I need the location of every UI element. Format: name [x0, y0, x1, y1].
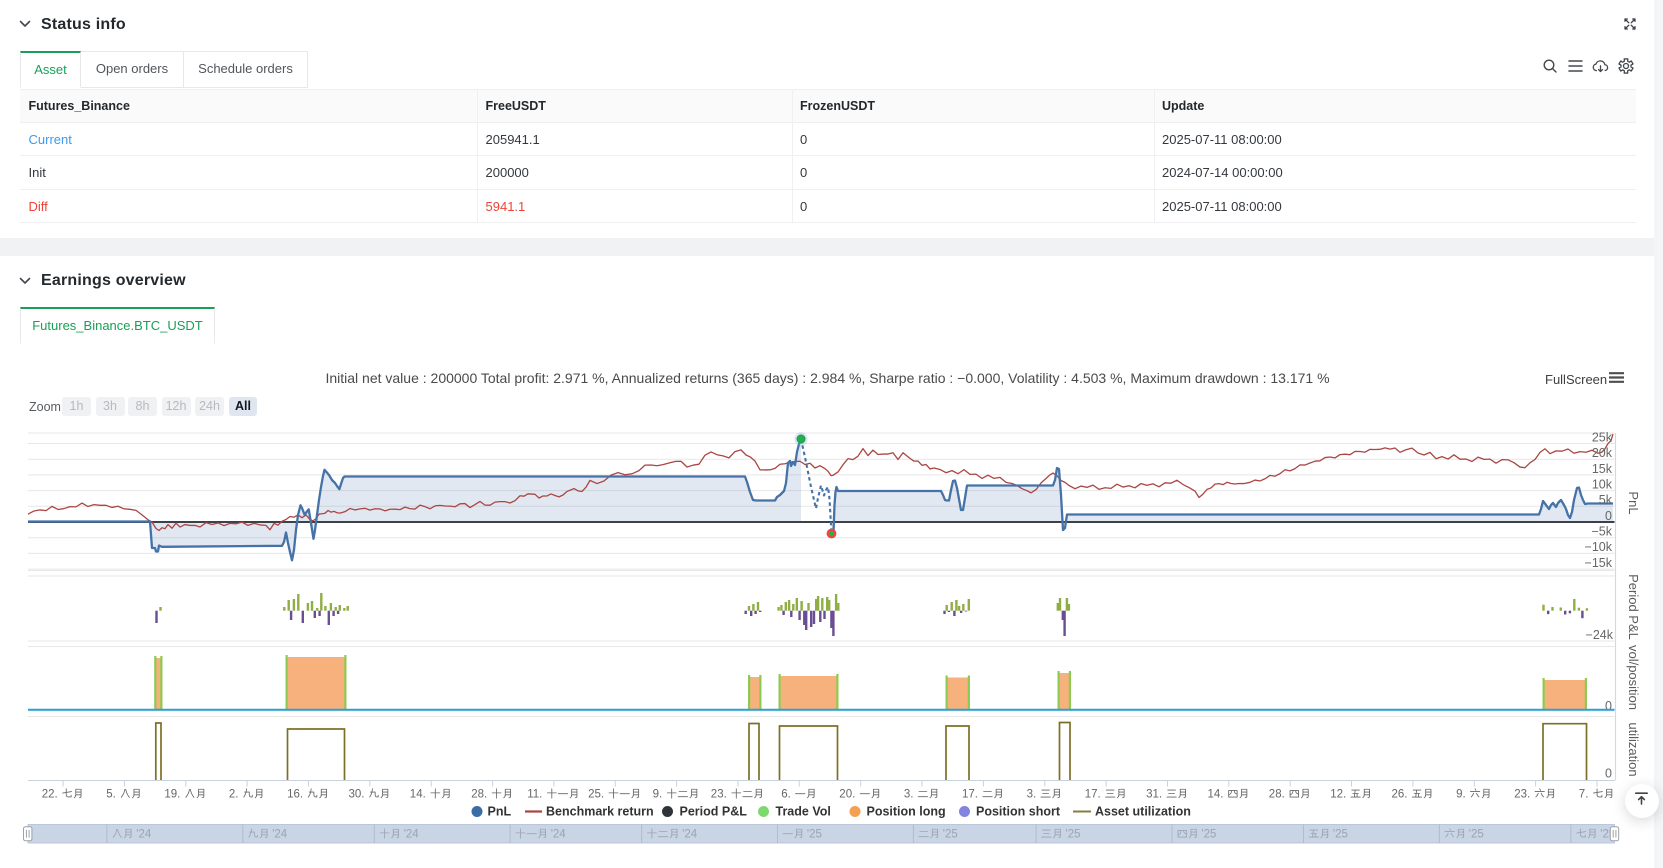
- svg-text:'25: '25: [943, 828, 958, 840]
- svg-text:5.: 5.: [106, 788, 116, 800]
- svg-text:3.: 3.: [1027, 788, 1037, 800]
- svg-text:5k: 5k: [1599, 493, 1613, 507]
- svg-text:12.: 12.: [1330, 788, 1346, 800]
- svg-text:'24: '24: [404, 828, 420, 840]
- svg-text:11.: 11.: [527, 788, 542, 800]
- svg-text:3.: 3.: [904, 788, 914, 800]
- svg-text:'24: '24: [136, 828, 152, 840]
- svg-text:23.: 23.: [711, 788, 727, 800]
- svg-text:−15k: −15k: [1585, 556, 1613, 570]
- svg-text:26.: 26.: [1392, 788, 1408, 800]
- svg-text:7.: 7.: [1579, 788, 1589, 800]
- svg-text:0: 0: [1605, 699, 1612, 713]
- svg-text:0: 0: [1605, 509, 1612, 523]
- svg-text:2.: 2.: [229, 788, 239, 800]
- svg-text:Position short: Position short: [976, 805, 1061, 819]
- svg-text:'25: '25: [1469, 828, 1484, 840]
- svg-text:17.: 17.: [1085, 788, 1101, 800]
- svg-text:23.: 23.: [1514, 788, 1530, 800]
- svg-text:20k: 20k: [1592, 446, 1613, 460]
- svg-text:−5k: −5k: [1591, 525, 1612, 539]
- svg-text:'25: '25: [1066, 828, 1081, 840]
- svg-text:17.: 17.: [962, 788, 978, 800]
- svg-text:Period P&L: Period P&L: [1626, 574, 1641, 640]
- svg-text:PnL: PnL: [488, 805, 512, 819]
- svg-text:'25: '25: [807, 828, 822, 840]
- svg-text:14.: 14.: [1208, 788, 1224, 800]
- svg-text:31.: 31.: [1146, 788, 1162, 800]
- svg-text:−24k: −24k: [1586, 628, 1614, 642]
- svg-text:utilization: utilization: [1626, 722, 1641, 776]
- svg-text:19.: 19.: [164, 788, 180, 800]
- svg-text:16.: 16.: [287, 788, 303, 800]
- svg-text:Trade Vol: Trade Vol: [776, 805, 831, 819]
- svg-text:Benchmark return: Benchmark return: [546, 805, 654, 819]
- svg-text:28.: 28.: [471, 788, 487, 800]
- svg-text:22.: 22.: [42, 788, 58, 800]
- svg-text:Period P&L: Period P&L: [680, 805, 748, 819]
- svg-text:25k: 25k: [1592, 430, 1613, 444]
- svg-text:'24: '24: [551, 828, 567, 840]
- svg-text:30.: 30.: [349, 788, 365, 800]
- svg-text:9.: 9.: [653, 788, 663, 800]
- svg-text:10k: 10k: [1592, 477, 1613, 491]
- svg-text:PnL: PnL: [1626, 491, 1641, 514]
- svg-text:Asset utilization: Asset utilization: [1095, 805, 1191, 819]
- svg-text:28.: 28.: [1269, 788, 1285, 800]
- svg-text:0: 0: [1605, 766, 1612, 780]
- svg-text:20.: 20.: [839, 788, 855, 800]
- svg-text:9.: 9.: [1456, 788, 1466, 800]
- svg-text:15k: 15k: [1592, 462, 1613, 476]
- svg-text:'24: '24: [682, 828, 698, 840]
- svg-text:vol/position: vol/position: [1626, 645, 1641, 710]
- svg-text:−10k: −10k: [1585, 540, 1613, 554]
- svg-text:14.: 14.: [410, 788, 426, 800]
- svg-text:Position long: Position long: [867, 805, 946, 819]
- svg-text:25.: 25.: [588, 788, 604, 800]
- svg-text:'25: '25: [1333, 828, 1348, 840]
- svg-text:'24: '24: [272, 828, 288, 840]
- svg-text:6.: 6.: [781, 788, 791, 800]
- svg-text:'25: '25: [1201, 828, 1216, 840]
